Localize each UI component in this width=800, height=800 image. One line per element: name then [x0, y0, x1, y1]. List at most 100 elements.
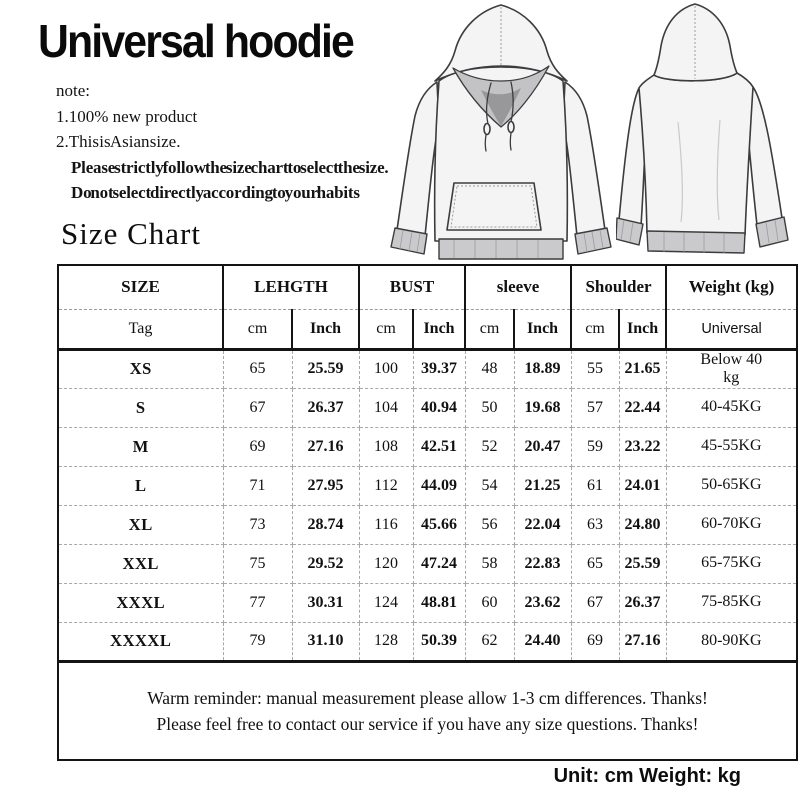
cuff-rib: [616, 217, 644, 246]
column-header-size: SIZE: [58, 265, 224, 310]
sleeve-inch-cell: 23.62: [514, 583, 572, 623]
bust-cm-cell: 128: [359, 622, 414, 662]
column-header-length: LEHGTH: [223, 265, 360, 310]
notes-block: note: 1.100% new product 2.This is Asian…: [56, 78, 389, 206]
length-cm-cell: 71: [223, 466, 293, 506]
size-cell: XXL: [58, 544, 224, 584]
length-cm-cell: 77: [223, 583, 293, 623]
length-inch-cell: 31.10: [292, 622, 360, 662]
sleeve-inch-cell: 19.68: [514, 388, 572, 428]
hoodie-back-illustration: [616, 3, 789, 254]
hem-rib: [646, 230, 746, 254]
length-cm-cell: 79: [223, 622, 293, 662]
sleeve-cm-cell: 48: [465, 349, 515, 389]
hoodie-front-sleeves: [390, 81, 612, 255]
hoodie-back-hood: [653, 3, 738, 82]
shoulder-inch-cell: 25.59: [619, 544, 667, 584]
unit-note: Unit: cm Weight: kg: [553, 765, 741, 787]
length-inch-cell: 29.52: [292, 544, 360, 584]
subheader-bust-inch: Inch: [413, 309, 467, 351]
table-row-s: S 67 26.37 104 40.94 50 19.68 57 22.44 4…: [58, 388, 798, 428]
size-cell: XXXXL: [58, 622, 224, 662]
warm-reminder-cell: Warm reminder: manual measurement please…: [58, 659, 798, 760]
sleeve-inch-cell: 20.47: [514, 427, 572, 467]
shoulder-cm-cell: 59: [571, 427, 620, 467]
subheader-weight-universal: Universal: [666, 309, 799, 351]
length-cm-cell: 75: [223, 544, 293, 584]
shoulder-inch-cell: 24.80: [619, 505, 667, 545]
subheader-sleeve-cm: cm: [465, 309, 516, 351]
shoulder-inch-cell: 27.16: [619, 622, 667, 662]
weight-cell: 75-85KG: [666, 583, 798, 623]
shoulder-cm-cell: 69: [571, 622, 620, 662]
hoodie-back-body: [638, 72, 754, 254]
sleeve-cm-cell: 60: [465, 583, 515, 623]
size-chart-heading: Size Chart: [61, 216, 201, 251]
sleeve-cm-cell: 54: [465, 466, 515, 506]
sleeve-cm-cell: 52: [465, 427, 515, 467]
bust-cm-cell: 100: [359, 349, 414, 389]
table-subheader-row: Tag cm Inch cm Inch cm Inch cm Inch Univ…: [58, 309, 799, 351]
length-inch-cell: 28.74: [292, 505, 360, 545]
bust-cm-cell: 104: [359, 388, 414, 428]
table-row-xxxl: XXXL 77 30.31 124 48.81 60 23.62 67 26.3…: [58, 583, 798, 623]
sleeve-inch-cell: 22.83: [514, 544, 572, 584]
shoulder-cm-cell: 55: [571, 349, 620, 389]
warm-reminder-row: Warm reminder: manual measurement please…: [58, 659, 798, 760]
hoodie-hood: [434, 4, 568, 128]
bust-cm-cell: 112: [359, 466, 414, 506]
size-cell: M: [58, 427, 224, 467]
table-group-header-row: SIZE LEHGTH BUST sleeve Shoulder Weight …: [58, 265, 799, 310]
subheader-shoulder-inch: Inch: [619, 309, 668, 351]
table-row-xs: XS 65 25.59 100 39.37 48 18.89 55 21.65 …: [58, 349, 798, 389]
subheader-length-cm: cm: [223, 309, 293, 351]
page-title: Universal hoodie: [38, 15, 355, 67]
shoulder-cm-cell: 67: [571, 583, 620, 623]
size-cell: XS: [58, 349, 224, 389]
length-cm-cell: 73: [223, 505, 293, 545]
bust-inch-cell: 39.37: [413, 349, 466, 389]
bust-inch-cell: 50.39: [413, 622, 466, 662]
shoulder-cm-cell: 61: [571, 466, 620, 506]
hoodie-front-illustration: [390, 4, 612, 260]
subheader-tag: Tag: [58, 309, 224, 351]
length-cm-cell: 69: [223, 427, 293, 467]
note-line-4: Do not select directly according to your…: [71, 183, 360, 202]
size-cell: XXXL: [58, 583, 224, 623]
length-cm-cell: 65: [223, 349, 293, 389]
bust-cm-cell: 120: [359, 544, 414, 584]
length-inch-cell: 25.59: [292, 349, 360, 389]
table-row-xxl: XXL 75 29.52 120 47.24 58 22.83 65 25.59…: [58, 544, 798, 584]
cuff-rib: [755, 216, 789, 248]
bust-cm-cell: 108: [359, 427, 414, 467]
shoulder-cm-cell: 65: [571, 544, 620, 584]
weight-cell: Below 40 kg: [666, 349, 798, 389]
subheader-sleeve-inch: Inch: [514, 309, 573, 351]
sleeve-cm-cell: 58: [465, 544, 515, 584]
size-table: SIZE LEHGTH BUST sleeve Shoulder Weight …: [57, 264, 799, 761]
column-header-bust: BUST: [359, 265, 467, 310]
warm-reminder-line-2: Please feel free to contact our service …: [156, 713, 699, 734]
length-cm-cell: 67: [223, 388, 293, 428]
warm-reminder-line-1: Warm reminder: manual measurement please…: [147, 687, 708, 708]
bust-cm-cell: 116: [359, 505, 414, 545]
size-cell: XL: [58, 505, 224, 545]
note-line-3: Please strictly follow the size chart to…: [71, 157, 389, 177]
table-row-m: M 69 27.16 108 42.51 52 20.47 59 23.22 4…: [58, 427, 798, 467]
table-row-l: L 71 27.95 112 44.09 54 21.25 61 24.01 5…: [58, 466, 798, 506]
sleeve-inch-cell: 24.40: [514, 622, 572, 662]
length-inch-cell: 26.37: [292, 388, 360, 428]
weight-cell: 50-65KG: [666, 466, 798, 506]
bust-inch-cell: 48.81: [413, 583, 466, 623]
subheader-bust-cm: cm: [359, 309, 414, 351]
table-row-xxxxl: XXXXL 79 31.10 128 50.39 62 24.40 69 27.…: [58, 622, 798, 662]
subheader-length-inch: Inch: [292, 309, 360, 351]
shoulder-inch-cell: 21.65: [619, 349, 667, 389]
length-inch-cell: 27.16: [292, 427, 360, 467]
subheader-shoulder-cm: cm: [571, 309, 621, 351]
bust-inch-cell: 44.09: [413, 466, 466, 506]
sleeve-cm-cell: 56: [465, 505, 515, 545]
hoodie-kangaroo-pocket: [446, 182, 542, 231]
column-header-sleeve: sleeve: [465, 265, 573, 310]
